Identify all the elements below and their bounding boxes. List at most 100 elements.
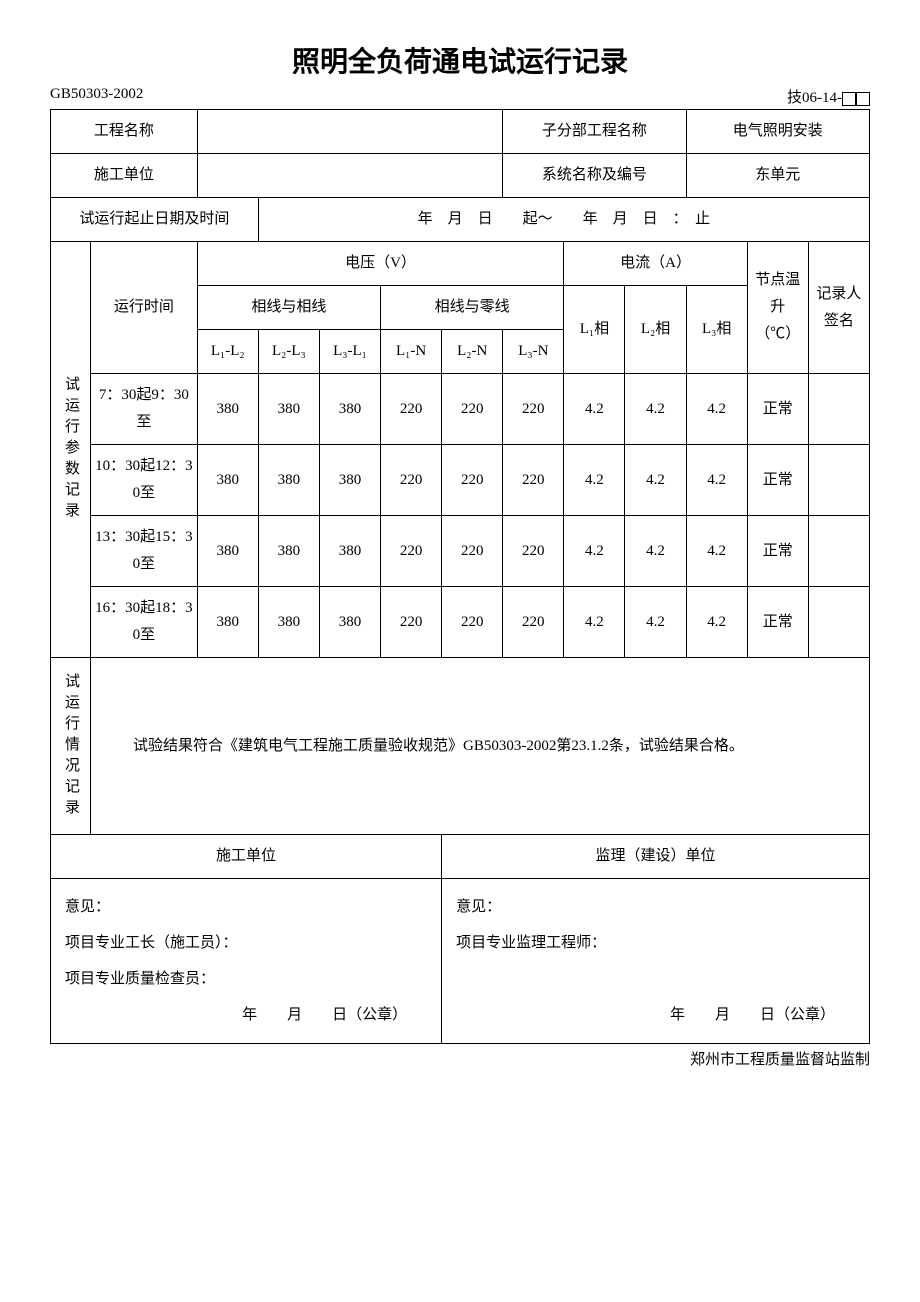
signoff-left-date: 年 月 日（公章） bbox=[65, 997, 427, 1033]
cell: 4.2 bbox=[686, 445, 747, 516]
cell-node: 正常 bbox=[747, 374, 808, 445]
col-l1: L₁相 bbox=[564, 286, 625, 374]
cell: 380 bbox=[258, 445, 319, 516]
period-label: 试运行起止日期及时间 bbox=[51, 198, 259, 242]
signoff-left: 意见： 项目专业工长（施工员）： 项目专业质量检查员： 年 月 日（公章） bbox=[51, 879, 442, 1044]
col-l3: L₃相 bbox=[686, 286, 747, 374]
situation-text: 试验结果符合《建筑电气工程施工质量验收规范》GB50303-2002第23.1.… bbox=[91, 658, 870, 835]
main-table: 工程名称 子分部工程名称 电气照明安装 施工单位 系统名称及编号 东单元 试运行… bbox=[50, 109, 870, 1044]
cell: 380 bbox=[197, 587, 258, 658]
data-row: 16：30起18：30至 380 380 380 220 220 220 4.2… bbox=[51, 587, 870, 658]
cell-time: 10：30起12：30至 bbox=[91, 445, 198, 516]
cell: 380 bbox=[258, 587, 319, 658]
signoff-left-title: 施工单位 bbox=[51, 835, 442, 879]
col-l3l1: L₃-L₁ bbox=[319, 330, 380, 374]
cell: 220 bbox=[381, 587, 442, 658]
side-label-situation: 试运行情况记录 bbox=[51, 658, 91, 835]
cell-sig bbox=[808, 374, 869, 445]
page-title: 照明全负荷通电试运行记录 bbox=[50, 40, 870, 80]
signoff-right-title: 监理（建设）单位 bbox=[442, 835, 870, 879]
cell: 220 bbox=[442, 516, 503, 587]
cell: 4.2 bbox=[625, 516, 686, 587]
signoff-head: 施工单位 监理（建设）单位 bbox=[51, 835, 870, 879]
header-row-3: 试运行起止日期及时间 年 月 日 起～ 年 月 日 ： 止 bbox=[51, 198, 870, 242]
col-sign: 记录人签名 bbox=[808, 242, 869, 374]
signoff-left-lines: 意见： 项目专业工长（施工员）： 项目专业质量检查员： bbox=[65, 889, 427, 997]
cell-time: 7：30起9：30至 bbox=[91, 374, 198, 445]
cell: 220 bbox=[503, 587, 564, 658]
cell: 380 bbox=[197, 374, 258, 445]
cell: 380 bbox=[319, 587, 380, 658]
cell-time: 13：30起15：30至 bbox=[91, 516, 198, 587]
cell: 380 bbox=[197, 516, 258, 587]
cell: 4.2 bbox=[625, 445, 686, 516]
meta-row: GB50303-2002 技06-14- bbox=[50, 86, 870, 107]
col-runtime: 运行时间 bbox=[91, 242, 198, 374]
cell: 220 bbox=[442, 374, 503, 445]
cell: 220 bbox=[442, 445, 503, 516]
sys-value: 东单元 bbox=[686, 154, 869, 198]
signoff-body: 意见： 项目专业工长（施工员）： 项目专业质量检查员： 年 月 日（公章） 意见… bbox=[51, 879, 870, 1044]
cell-time: 16：30起18：30至 bbox=[91, 587, 198, 658]
header-row-2: 施工单位 系统名称及编号 东单元 bbox=[51, 154, 870, 198]
cell-sig bbox=[808, 445, 869, 516]
col-phase-zero: 相线与零线 bbox=[381, 286, 564, 330]
cell: 4.2 bbox=[564, 445, 625, 516]
signoff-right-date: 年 月 日（公章） bbox=[456, 997, 855, 1033]
sub-value: 电气照明安装 bbox=[686, 110, 869, 154]
cell: 380 bbox=[197, 445, 258, 516]
cell: 380 bbox=[258, 374, 319, 445]
situation-row: 试运行情况记录 试验结果符合《建筑电气工程施工质量验收规范》GB50303-20… bbox=[51, 658, 870, 835]
cell: 220 bbox=[503, 374, 564, 445]
cell: 380 bbox=[258, 516, 319, 587]
project-label: 工程名称 bbox=[51, 110, 198, 154]
cell: 220 bbox=[442, 587, 503, 658]
cell: 4.2 bbox=[564, 587, 625, 658]
col-head-1: 试运行参数记录 运行时间 电压（V） 电流（A） 节点温升（℃） 记录人签名 bbox=[51, 242, 870, 286]
cell: 220 bbox=[381, 516, 442, 587]
signoff-right: 意见： 项目专业监理工程师： 年 月 日（公章） bbox=[442, 879, 870, 1044]
col-l2n: L₂-N bbox=[442, 330, 503, 374]
sub-label: 子分部工程名称 bbox=[503, 110, 686, 154]
col-l1n: L₁-N bbox=[381, 330, 442, 374]
meta-right: 技06-14- bbox=[787, 86, 870, 107]
sys-label: 系统名称及编号 bbox=[503, 154, 686, 198]
cell: 4.2 bbox=[625, 587, 686, 658]
cell: 4.2 bbox=[686, 587, 747, 658]
cell: 220 bbox=[381, 374, 442, 445]
col-l3n: L₃-N bbox=[503, 330, 564, 374]
cell: 380 bbox=[319, 516, 380, 587]
cell-node: 正常 bbox=[747, 516, 808, 587]
side-label-params: 试运行参数记录 bbox=[51, 242, 91, 658]
col-l2l3: L₂-L₃ bbox=[258, 330, 319, 374]
data-row: 13：30起15：30至 380 380 380 220 220 220 4.2… bbox=[51, 516, 870, 587]
col-l2: L₂相 bbox=[625, 286, 686, 374]
cell: 220 bbox=[381, 445, 442, 516]
cell: 4.2 bbox=[625, 374, 686, 445]
cell: 4.2 bbox=[686, 374, 747, 445]
project-value bbox=[197, 110, 503, 154]
data-row: 10：30起12：30至 380 380 380 220 220 220 4.2… bbox=[51, 445, 870, 516]
cell-node: 正常 bbox=[747, 587, 808, 658]
unit-value bbox=[197, 154, 503, 198]
data-row: 7：30起9：30至 380 380 380 220 220 220 4.2 4… bbox=[51, 374, 870, 445]
cell-sig bbox=[808, 516, 869, 587]
col-l1l2: L₁-L₂ bbox=[197, 330, 258, 374]
col-node: 节点温升（℃） bbox=[747, 242, 808, 374]
cell: 380 bbox=[319, 445, 380, 516]
cell-sig bbox=[808, 587, 869, 658]
cell: 220 bbox=[503, 445, 564, 516]
col-current: 电流（A） bbox=[564, 242, 747, 286]
header-row-1: 工程名称 子分部工程名称 电气照明安装 bbox=[51, 110, 870, 154]
footer: 郑州市工程质量监督站监制 bbox=[50, 1048, 870, 1069]
cell: 380 bbox=[319, 374, 380, 445]
signoff-right-lines: 意见： 项目专业监理工程师： bbox=[456, 889, 855, 961]
cell: 220 bbox=[503, 516, 564, 587]
meta-left: GB50303-2002 bbox=[50, 86, 143, 107]
cell: 4.2 bbox=[564, 516, 625, 587]
cell: 4.2 bbox=[686, 516, 747, 587]
cell-node: 正常 bbox=[747, 445, 808, 516]
unit-label: 施工单位 bbox=[51, 154, 198, 198]
col-phase-phase: 相线与相线 bbox=[197, 286, 380, 330]
col-voltage: 电压（V） bbox=[197, 242, 564, 286]
